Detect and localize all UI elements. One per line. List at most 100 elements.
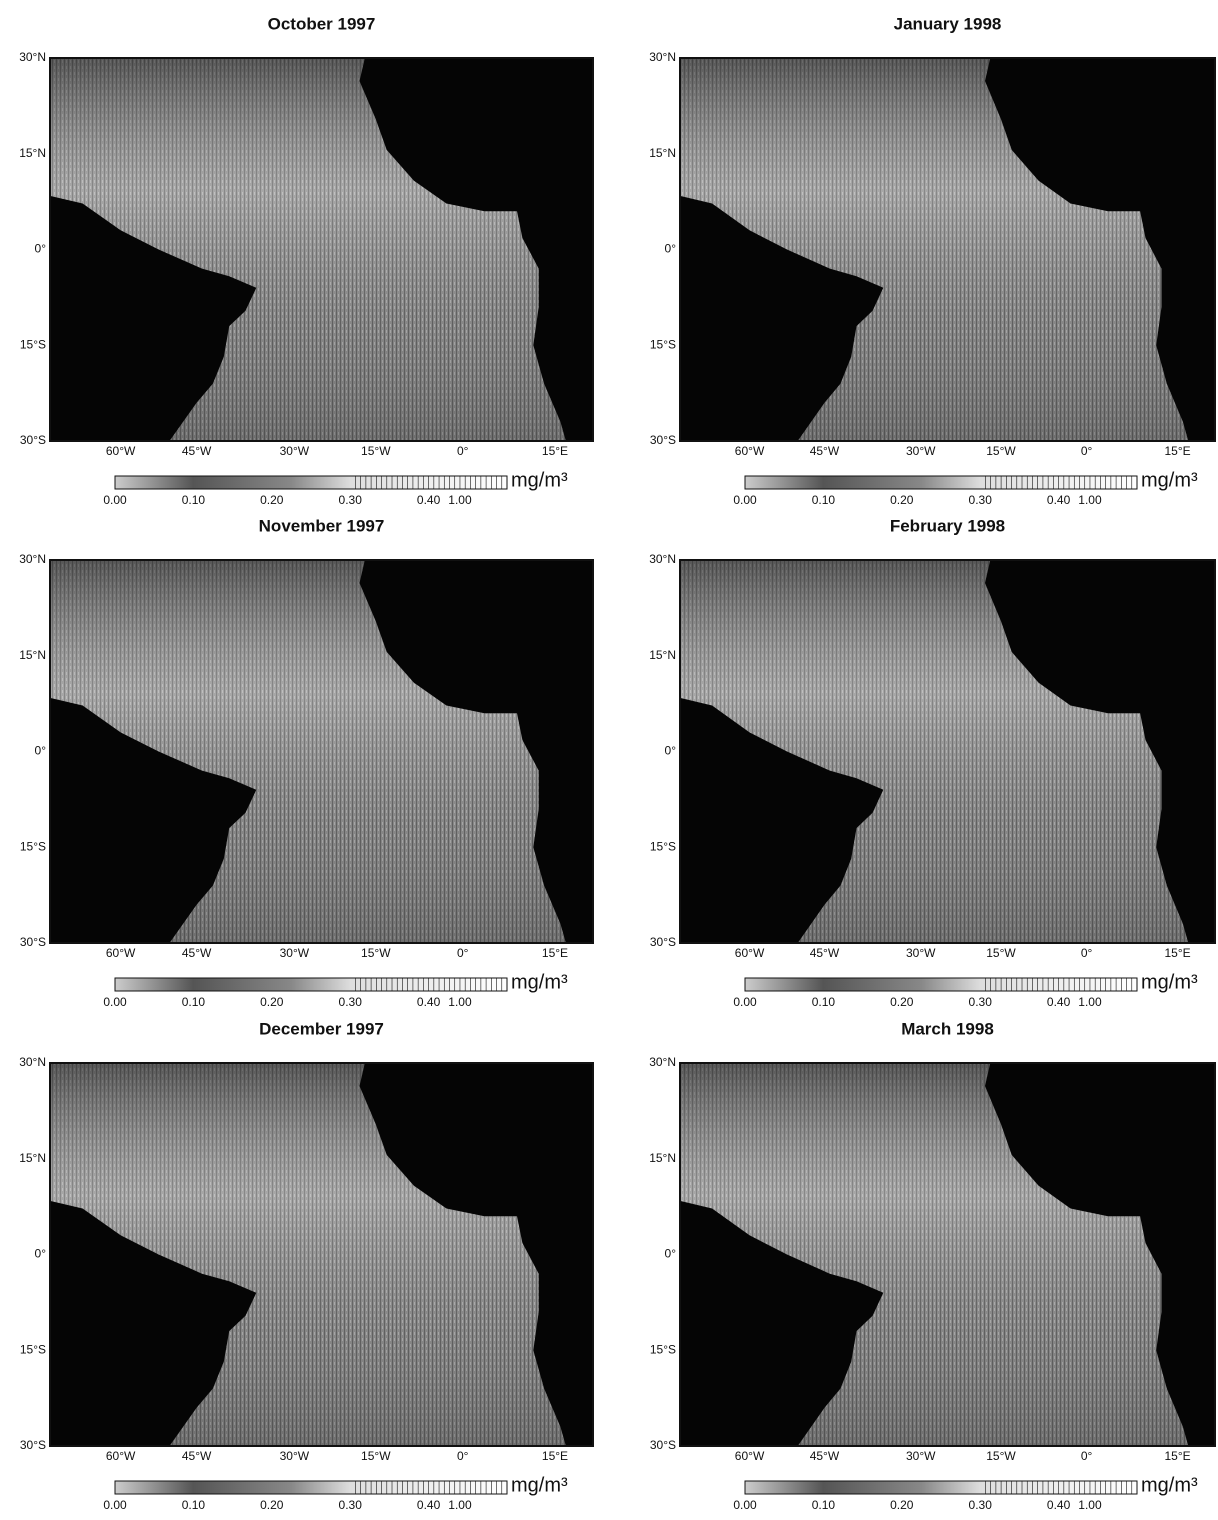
colorbar-tick-label: 0.20 (260, 995, 284, 1009)
lat-label: 0° (35, 744, 47, 758)
lat-label: 15°N (19, 146, 46, 160)
lat-label: 30°N (19, 1055, 46, 1069)
lon-label: 30°W (280, 444, 310, 458)
colorbar-tick-label: 0.20 (260, 493, 284, 507)
lon-label: 15°E (1164, 1449, 1190, 1463)
lon-label: 0° (457, 444, 469, 458)
colorbar-tick-label: 0.20 (260, 1498, 284, 1512)
lat-label: 30°N (649, 1055, 676, 1069)
lon-label: 15°W (986, 1449, 1016, 1463)
colorbar-tick-label: 0.30 (339, 493, 363, 507)
colorbar-tick-label: 1.00 (448, 1498, 472, 1512)
lon-label: 30°W (906, 946, 936, 960)
lon-label: 15°E (1164, 444, 1190, 458)
lon-label: 60°W (106, 1449, 136, 1463)
colorbar-tick-label: 0.40 (1047, 995, 1071, 1009)
lon-label: 0° (1081, 946, 1093, 960)
lat-label: 15°S (20, 1342, 46, 1356)
lon-label: 15°W (361, 444, 391, 458)
lon-label: 45°W (810, 444, 840, 458)
lon-label: 15°W (361, 1449, 391, 1463)
colorbar-tick-label: 0.20 (890, 995, 914, 1009)
colorbar-unit: mg/m³ (511, 469, 568, 491)
lat-label: 30°S (650, 1438, 676, 1452)
lon-label: 60°W (106, 444, 136, 458)
lon-label: 15°E (542, 444, 568, 458)
lat-label: 30°S (20, 433, 46, 447)
lat-label: 30°S (20, 935, 46, 949)
colorbar-tick-label: 0.20 (890, 1498, 914, 1512)
figure: October 1997 30°N 15°N 0° 15°S 30°S 60°W 45°W 30… (0, 0, 1218, 1520)
colorbar-tick-label: 0.40 (1047, 493, 1071, 507)
colorbar-tick-label: 1.00 (1078, 493, 1102, 507)
colorbar-unit: mg/m³ (511, 971, 568, 993)
colorbar (745, 978, 1137, 991)
colorbar-tick-label: 1.00 (1078, 995, 1102, 1009)
map-panel: March 199830°N15°N0°15°S30°S60°W45°W30°W… (649, 1019, 1215, 1512)
lat-label: 30°N (649, 552, 676, 566)
lat-label: 15°S (20, 337, 46, 351)
colorbar-tick-label: 0.40 (1047, 1498, 1071, 1512)
lon-label: 0° (1081, 444, 1093, 458)
lat-label: 15°N (649, 1151, 676, 1165)
lon-label: 60°W (735, 946, 765, 960)
colorbar-tick-label: 0.30 (969, 493, 993, 507)
colorbar-tick-label: 0.30 (969, 995, 993, 1009)
colorbar-unit: mg/m³ (1141, 971, 1198, 993)
lon-label: 15°E (1164, 946, 1190, 960)
colorbar-tick-label: 0.10 (182, 493, 206, 507)
lat-label: 15°S (650, 337, 676, 351)
map-panel: January 199830°N15°N0°15°S30°S60°W45°W30… (649, 14, 1215, 507)
lon-label: 60°W (106, 946, 136, 960)
panel-title: December 1997 (259, 1019, 384, 1038)
lon-label: 30°W (280, 946, 310, 960)
colorbar-tick-label: 0.10 (812, 1498, 836, 1512)
colorbar (115, 1481, 507, 1494)
lon-label: 15°W (986, 444, 1016, 458)
panel-title: January 1998 (894, 14, 1002, 33)
lon-label: 45°W (182, 946, 212, 960)
lon-label: 30°W (906, 444, 936, 458)
lat-label: 0° (665, 242, 677, 256)
colorbar-tick-label: 1.00 (448, 493, 472, 507)
colorbar-tick-label: 0.40 (417, 1498, 441, 1512)
colorbar (115, 476, 507, 489)
colorbar-tick-label: 0.30 (969, 1498, 993, 1512)
lon-label: 60°W (735, 444, 765, 458)
colorbar-tick-label: 0.10 (812, 493, 836, 507)
panel-title: October 1997 (268, 14, 376, 33)
panel-title: November 1997 (259, 516, 385, 535)
lat-label: 15°S (650, 1342, 676, 1356)
colorbar-unit: mg/m³ (1141, 469, 1198, 491)
colorbar-tick-label: 0.10 (182, 995, 206, 1009)
lon-label: 45°W (810, 1449, 840, 1463)
colorbar-tick-label: 1.00 (448, 995, 472, 1009)
lat-label: 15°N (649, 146, 676, 160)
colorbar-tick-label: 0.00 (733, 493, 757, 507)
lon-label: 0° (457, 946, 469, 960)
colorbar-tick-label: 0.00 (733, 1498, 757, 1512)
lon-label: 60°W (735, 1449, 765, 1463)
lon-label: 30°W (906, 1449, 936, 1463)
colorbar-tick-label: 0.30 (339, 995, 363, 1009)
colorbar-tick-label: 0.10 (182, 1498, 206, 1512)
colorbar-tick-label: 0.00 (733, 995, 757, 1009)
colorbar-tick-label: 1.00 (1078, 1498, 1102, 1512)
lat-label: 15°N (649, 648, 676, 662)
lat-label: 15°N (19, 1151, 46, 1165)
lon-label: 45°W (182, 444, 212, 458)
panel-title: February 1998 (890, 516, 1005, 535)
lat-label: 15°S (650, 839, 676, 853)
lat-label: 30°S (650, 935, 676, 949)
colorbar (115, 978, 507, 991)
lon-label: 15°W (361, 946, 391, 960)
colorbar-unit: mg/m³ (511, 1474, 568, 1496)
lat-label: 30°N (19, 552, 46, 566)
colorbar-tick-label: 0.10 (812, 995, 836, 1009)
lat-label: 0° (665, 1247, 677, 1261)
lon-label: 0° (1081, 1449, 1093, 1463)
colorbar-tick-label: 0.00 (103, 1498, 127, 1512)
